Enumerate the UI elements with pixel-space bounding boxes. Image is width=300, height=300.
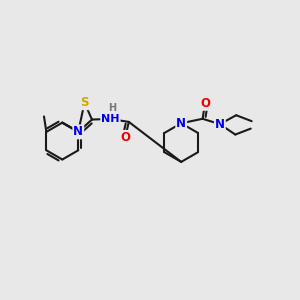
- Text: NH: NH: [101, 114, 120, 124]
- Text: O: O: [200, 97, 210, 110]
- Text: N: N: [73, 125, 83, 138]
- Text: N: N: [176, 117, 186, 130]
- Text: S: S: [80, 96, 89, 109]
- Text: N: N: [215, 118, 225, 130]
- Text: O: O: [120, 131, 130, 144]
- Text: H: H: [108, 103, 116, 112]
